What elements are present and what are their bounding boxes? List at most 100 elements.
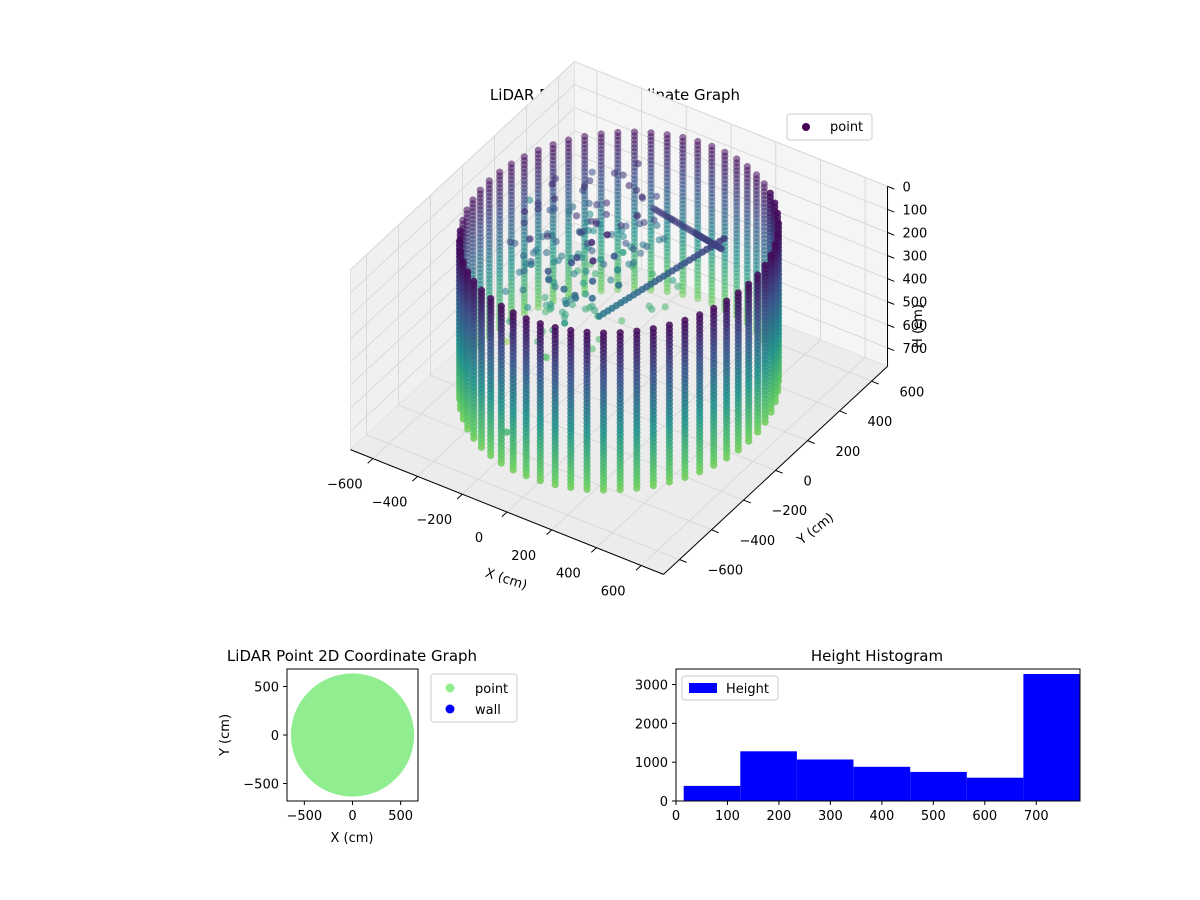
plot-2d-body: −500 0 500 −500 0 500: [243, 668, 419, 824]
plot-3d-point: [710, 461, 718, 469]
plot-3d-z-tick-label: 300: [903, 250, 928, 265]
plot-3d-point: [520, 267, 528, 275]
plot-3d-grid-floor-y: [366, 434, 680, 560]
plot-3d-grid-back-z: [574, 84, 888, 210]
plot-3d-point: [487, 451, 495, 460]
plot-2d-legend-point-label: point: [475, 682, 508, 697]
plot-2d-y-tick-label: 0: [271, 729, 279, 744]
plot-3d-x-tick: [412, 476, 418, 482]
plot-2d-legend-point-marker: [445, 683, 455, 693]
plot-2d-point-cloud: [290, 673, 415, 797]
plot-3d-point: [502, 287, 510, 296]
plot-3d-point: [619, 232, 627, 241]
plot-3d-legend-label: point: [830, 120, 863, 135]
plot-3d-y-tick-label: 400: [867, 415, 892, 430]
plot-3d-point: [579, 279, 588, 287]
plot-3d-point: [591, 306, 599, 314]
histogram-legend-box: [681, 675, 779, 701]
plot-3d-point: [622, 239, 630, 247]
plot-3d-point: [571, 291, 579, 299]
plot-3d-point: [526, 235, 534, 243]
histogram-bar-4: [910, 771, 967, 801]
plot-3d-grid-left-z: [350, 84, 575, 294]
plot-3d-point: [661, 303, 669, 311]
plot-3d-point: [560, 285, 568, 293]
plot-3d-z-tick-label: 100: [903, 203, 928, 218]
plot-3d-point: [509, 466, 517, 474]
plot-3d-point: [619, 248, 627, 257]
histogram-bar-5: [966, 777, 1024, 801]
plot-3d-z-tick-label: 400: [903, 273, 928, 288]
plot-3d-point: [617, 222, 625, 230]
plot-3d-point: [633, 484, 641, 492]
plot-3d-point: [643, 242, 651, 251]
plot-3d-point: [580, 182, 589, 190]
plot-3d-point: [583, 485, 591, 493]
plot-3d-point: [663, 288, 671, 296]
histogram-y-tick-label: 3000: [635, 679, 668, 694]
plot-3d-point: [551, 195, 559, 203]
plot-3d-x-tick: [590, 547, 597, 553]
plot-3d-point: [503, 338, 511, 346]
plot-3d-point: [669, 276, 677, 284]
plot-3d-y-tick-label: −600: [707, 564, 743, 579]
plot-3d-point: [560, 313, 569, 321]
plot-3d-point: [543, 249, 551, 257]
histogram-y-tick-label: 0: [660, 795, 668, 810]
histogram-bar-1: [740, 751, 797, 801]
plot-3d-point: [660, 235, 668, 243]
plot-3d-point: [506, 238, 514, 246]
plot-3d-x-tick: [501, 511, 508, 518]
plot-3d-point: [595, 312, 603, 320]
plot-3d-point: [588, 168, 596, 176]
histogram-legend: Height: [681, 675, 779, 701]
plot-3d-point: [534, 199, 542, 207]
plot-3d-legend: point: [786, 113, 873, 141]
histogram-bar-2: [796, 759, 854, 801]
plot-3d-point: [619, 171, 627, 179]
plot-3d-point: [745, 437, 753, 445]
plot-2d-title: LiDAR Point 2D Coordinate Graph: [227, 647, 477, 665]
plot-3d-grid-left-z: [350, 61, 575, 270]
histogram-x-tick-label: 200: [767, 809, 792, 824]
plot-3d-y-tick-label: 0: [803, 475, 811, 490]
histogram-bar-3: [853, 766, 911, 801]
plot-3d-y-tick-label: 200: [835, 445, 860, 460]
plot-3d-point: [618, 317, 626, 325]
plot-3d-point: [544, 232, 552, 240]
plot-3d-point: [648, 270, 657, 278]
plot-3d-y-tick: [775, 469, 783, 474]
plot-3d-z-tick: [887, 208, 895, 213]
plot-histogram: Height Histogram 0 100 200 300 400 500 600 7000…: [635, 647, 1081, 824]
plot-3d-point: [610, 169, 619, 177]
plot-3d-point: [522, 472, 530, 480]
plot-3d-grid-back-z: [574, 130, 888, 257]
plot-3d-point: [568, 301, 576, 309]
plot-3d-point: [633, 186, 641, 194]
plot-3d-axes: −600 −400 −200 0 200 400 600 −600 −400 −200 0 200 40…: [327, 180, 927, 599]
plot-3d-point: [534, 205, 542, 213]
plot-2d-ylabel: Y (cm): [218, 714, 233, 757]
plot-3d-x-tick-label: 200: [511, 549, 536, 564]
plot-3d-point: [529, 249, 538, 257]
histogram-y-tick-label: 2000: [635, 717, 668, 732]
plot-3d-point: [464, 425, 472, 433]
plot-3d-point: [576, 228, 584, 236]
plot-3d-point: [582, 290, 590, 298]
plot-3d-point: [597, 287, 605, 295]
plot-3d: LiDAR Point 3D Coordinate Graph −600−400…: [327, 60, 927, 599]
plot-2d-legend-wall-label: wall: [475, 703, 501, 718]
plot-3d-point: [545, 276, 553, 284]
plot-3d-point: [625, 182, 633, 190]
plot-3d-point: [470, 434, 478, 442]
plot-3d-point: [588, 238, 596, 247]
plot-3d-point: [588, 294, 596, 302]
plot-2d-y-tick-label: 500: [254, 680, 279, 695]
plot-3d-point: [520, 219, 528, 227]
plot-3d-point: [734, 446, 742, 454]
plot-3d-point: [585, 199, 593, 207]
plot-3d-point: [610, 252, 618, 260]
plot-3d-point: [586, 210, 594, 218]
plot-3d-point: [521, 207, 529, 216]
